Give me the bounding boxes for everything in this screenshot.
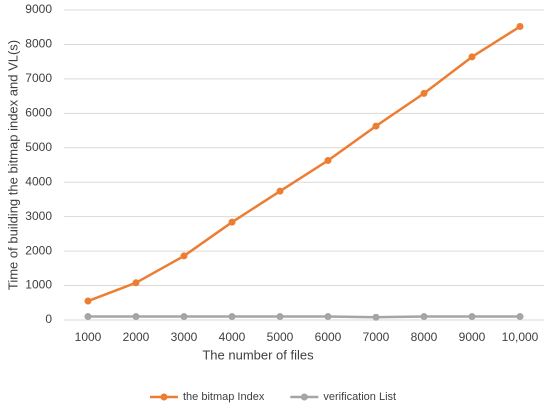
- data-point: [228, 218, 236, 226]
- series-line: [87, 25, 521, 303]
- y-tick-label: 4000: [25, 174, 52, 188]
- data-point: [132, 313, 140, 321]
- data-point: [468, 313, 476, 321]
- data-point: [84, 313, 92, 321]
- x-tick-label: 7000: [363, 330, 390, 344]
- data-point: [516, 313, 524, 321]
- data-point: [180, 252, 188, 260]
- data-point: [84, 297, 92, 305]
- y-tick-label: 9000: [25, 2, 52, 16]
- x-tick-label: 6000: [315, 330, 342, 344]
- x-tick-label: 1000: [75, 330, 102, 344]
- y-axis-label: Time of building the bitmap index and VL…: [5, 40, 20, 290]
- data-point: [372, 313, 380, 321]
- y-tick-label: 3000: [25, 209, 52, 223]
- data-point: [324, 157, 332, 165]
- y-tick-label: 7000: [25, 71, 52, 85]
- legend-marker: [160, 393, 168, 401]
- data-point: [324, 313, 332, 321]
- x-tick-label: 5000: [267, 330, 294, 344]
- data-point: [372, 122, 380, 130]
- y-tick-label: 8000: [25, 37, 52, 51]
- data-point: [276, 187, 284, 195]
- series-line: [88, 315, 520, 319]
- legend-marker: [300, 393, 308, 401]
- data-point: [276, 313, 284, 321]
- data-point: [180, 313, 188, 321]
- y-tick-label: 2000: [25, 243, 52, 257]
- x-tick-label: 4000: [219, 330, 246, 344]
- data-point: [420, 313, 428, 321]
- legend-label: verification List: [323, 391, 396, 403]
- x-tick-label: 2000: [123, 330, 150, 344]
- x-axis-label: The number of files: [202, 347, 314, 362]
- data-point: [468, 53, 476, 61]
- y-tick-label: 0: [45, 312, 52, 326]
- y-tick-label: 1000: [25, 278, 52, 292]
- y-tick-label: 5000: [25, 140, 52, 154]
- legend-label: the bitmap Index: [183, 391, 265, 403]
- x-tick-label: 10,000: [502, 330, 539, 344]
- x-tick-label: 8000: [411, 330, 438, 344]
- x-tick-label: 9000: [459, 330, 486, 344]
- data-point: [420, 89, 428, 97]
- y-tick-label: 6000: [25, 106, 52, 120]
- data-point: [132, 279, 140, 287]
- x-tick-label: 3000: [171, 330, 198, 344]
- data-point: [228, 313, 236, 321]
- data-point: [516, 23, 524, 31]
